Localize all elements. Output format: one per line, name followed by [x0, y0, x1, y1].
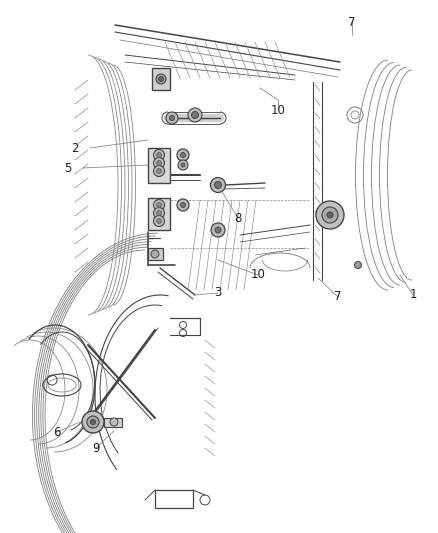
- Text: 9: 9: [92, 441, 100, 455]
- Text: 1: 1: [409, 288, 417, 302]
- Circle shape: [178, 160, 188, 170]
- Text: 10: 10: [271, 103, 286, 117]
- Bar: [148, 248, 163, 260]
- Text: 7: 7: [334, 290, 342, 303]
- Text: 3: 3: [214, 287, 222, 300]
- Text: 8: 8: [234, 212, 242, 224]
- Circle shape: [322, 207, 338, 223]
- Circle shape: [156, 219, 162, 223]
- Circle shape: [181, 163, 185, 167]
- Circle shape: [156, 74, 166, 84]
- Circle shape: [151, 250, 159, 258]
- Circle shape: [156, 152, 162, 157]
- Circle shape: [354, 262, 361, 269]
- Circle shape: [211, 223, 225, 237]
- Circle shape: [191, 111, 198, 118]
- Circle shape: [91, 419, 95, 424]
- Circle shape: [153, 166, 165, 176]
- Circle shape: [153, 199, 165, 211]
- Circle shape: [153, 215, 165, 227]
- Circle shape: [153, 157, 165, 168]
- Circle shape: [153, 149, 165, 160]
- Bar: [152, 68, 170, 90]
- Circle shape: [316, 201, 344, 229]
- Circle shape: [166, 112, 178, 124]
- Circle shape: [188, 108, 202, 122]
- Circle shape: [156, 203, 162, 207]
- Text: 10: 10: [251, 269, 265, 281]
- Circle shape: [87, 416, 99, 428]
- Circle shape: [211, 177, 226, 192]
- Text: 6: 6: [53, 425, 61, 439]
- Circle shape: [156, 211, 162, 215]
- Circle shape: [215, 182, 222, 189]
- Circle shape: [110, 418, 118, 426]
- Text: 5: 5: [64, 161, 72, 174]
- Circle shape: [159, 77, 163, 82]
- Circle shape: [153, 207, 165, 219]
- Bar: [148, 148, 170, 183]
- Text: 7: 7: [348, 15, 356, 28]
- Bar: [148, 198, 170, 230]
- Circle shape: [180, 152, 186, 157]
- Circle shape: [215, 227, 221, 233]
- Bar: [104, 418, 122, 427]
- Bar: [155, 490, 193, 508]
- Circle shape: [156, 160, 162, 166]
- Circle shape: [327, 212, 333, 218]
- Circle shape: [177, 149, 189, 161]
- Circle shape: [177, 199, 189, 211]
- Circle shape: [82, 411, 104, 433]
- Text: 2: 2: [71, 141, 79, 155]
- Circle shape: [156, 168, 162, 174]
- Circle shape: [180, 203, 186, 207]
- Circle shape: [170, 116, 174, 120]
